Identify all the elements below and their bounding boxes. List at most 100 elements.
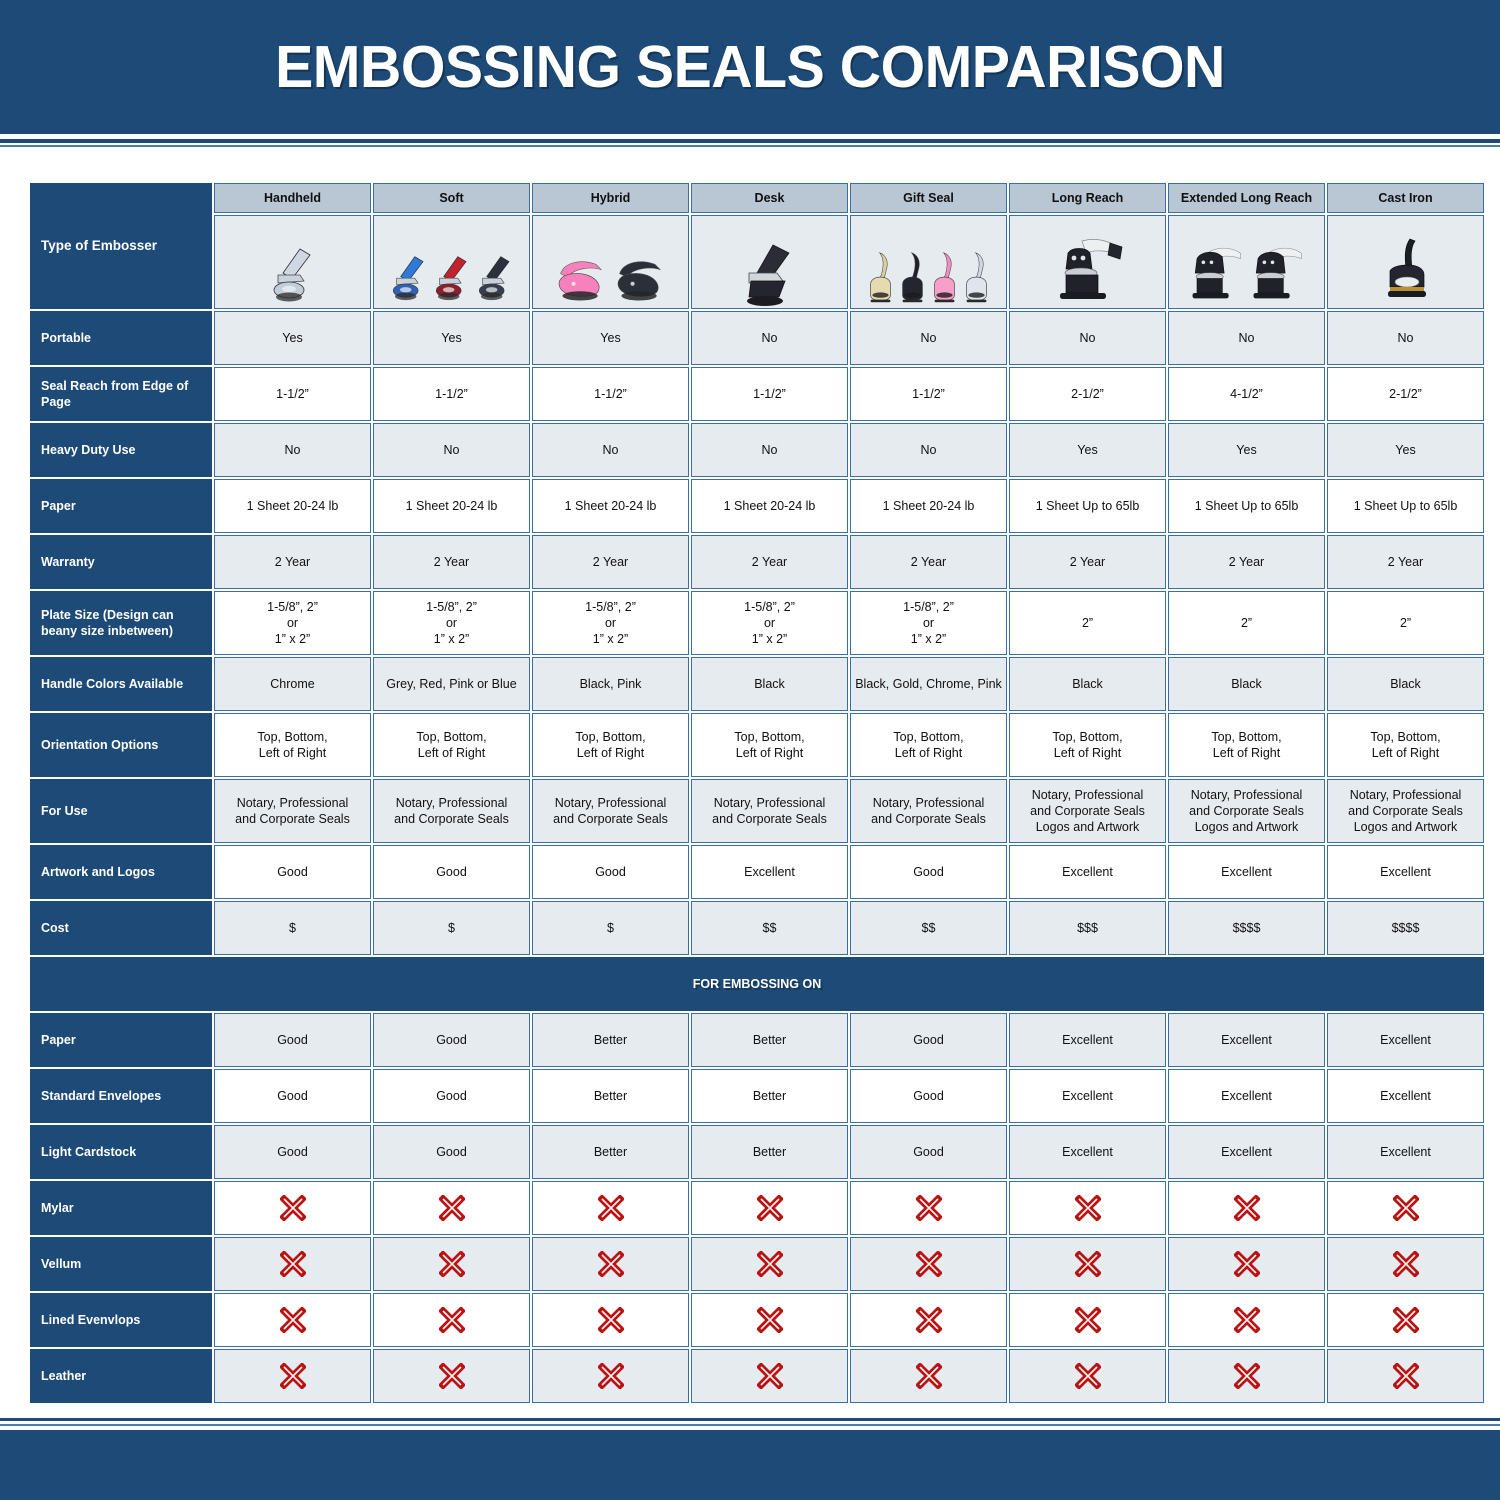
row-label-paper: Paper — [30, 1013, 212, 1067]
red-x-icon — [756, 1307, 783, 1333]
table-cell: No — [532, 423, 689, 477]
table-cell: 1 Sheet Up to 65lb — [1168, 479, 1325, 533]
table-cell: Notary, Professional and Corporate Seals — [691, 779, 848, 843]
table-cell: 2-1/2” — [1009, 367, 1166, 421]
table-header-row: Type of Embosser Handheld Soft Hybrid Desk Gi… — [30, 183, 1484, 309]
table-cell: Good — [850, 845, 1007, 899]
column-header-gift-seal[interactable]: Gift Seal — [850, 183, 1007, 213]
red-x-icon — [1233, 1251, 1260, 1277]
table-cell: 1 Sheet 20-24 lb — [532, 479, 689, 533]
table-cell: No — [1009, 311, 1166, 365]
table-cell: 1 Sheet 20-24 lb — [691, 479, 848, 533]
table-cell: Grey, Red, Pink or Blue — [373, 657, 530, 711]
table-cell: No — [850, 311, 1007, 365]
column-header-soft[interactable]: Soft — [373, 183, 530, 213]
table-cell: Excellent — [1327, 1013, 1484, 1067]
table-cell: No — [691, 311, 848, 365]
table-cell — [1009, 1237, 1166, 1291]
red-x-icon — [915, 1307, 942, 1333]
row-label-leather: Leather — [30, 1349, 212, 1403]
table-cell: 1-5/8”, 2” or 1” x 2” — [532, 591, 689, 655]
table-cell: 1 Sheet 20-24 lb — [850, 479, 1007, 533]
table-cell: $ — [373, 901, 530, 955]
table-cell: No — [691, 423, 848, 477]
table-cell: Good — [850, 1125, 1007, 1179]
gift-seal-embosser-icon — [850, 215, 1007, 309]
row-label-type-of-embosser: Type of Embosser — [30, 183, 212, 309]
table-cell: $$ — [691, 901, 848, 955]
table-cell: 1-1/2” — [373, 367, 530, 421]
table-cell: Excellent — [1168, 845, 1325, 899]
table-cell: 1-5/8”, 2” or 1” x 2” — [373, 591, 530, 655]
table-cell: Notary, Professional and Corporate Seals — [214, 779, 371, 843]
table-cell: 2 Year — [1009, 535, 1166, 589]
table-cell: 2” — [1168, 591, 1325, 655]
table-row: Portable Yes Yes Yes No No No No No — [30, 311, 1484, 365]
table-row: Paper Good Good Better Better Good Excellent Ex… — [30, 1013, 1484, 1067]
table-cell: Better — [691, 1125, 848, 1179]
row-label-handle-colors-available: Handle Colors Available — [30, 657, 212, 711]
handheld-embosser-icon — [214, 215, 371, 309]
header-divider-thick — [0, 139, 1500, 143]
table-cell: No — [214, 423, 371, 477]
table-cell — [1168, 1181, 1325, 1235]
red-x-icon — [438, 1251, 465, 1277]
red-x-icon — [438, 1195, 465, 1221]
red-x-icon — [597, 1195, 624, 1221]
row-label-standard-envelopes: Standard Envelopes — [30, 1069, 212, 1123]
table-cell — [373, 1349, 530, 1403]
red-x-icon — [438, 1307, 465, 1333]
column-header-extended-long-reach[interactable]: Extended Long Reach — [1168, 183, 1325, 213]
table-row: Mylar — [30, 1181, 1484, 1235]
table-row: Leather — [30, 1349, 1484, 1403]
table-cell — [1168, 1293, 1325, 1347]
table-cell: Notary, Professional and Corporate Seals L… — [1009, 779, 1166, 843]
table-cell — [1168, 1237, 1325, 1291]
table-row: Cost $ $ $ $$ $$ $$$ $$$$ $$$$ — [30, 901, 1484, 955]
table-cell: 1-1/2” — [214, 367, 371, 421]
section-banner-row: FOR EMBOSSING ON — [30, 957, 1484, 1011]
table-cell: Excellent — [1168, 1069, 1325, 1123]
red-x-icon — [1392, 1251, 1419, 1277]
table-cell — [691, 1237, 848, 1291]
table-cell: Black, Gold, Chrome, Pink — [850, 657, 1007, 711]
column-header-hybrid[interactable]: Hybrid — [532, 183, 689, 213]
table-product-image-row — [30, 215, 1484, 309]
table-cell: Good — [373, 845, 530, 899]
table-row: Handle Colors Available Chrome Grey, Red, … — [30, 657, 1484, 711]
table-cell: Yes — [532, 311, 689, 365]
table-cell: Black — [1327, 657, 1484, 711]
table-cell — [532, 1293, 689, 1347]
row-label-vellum: Vellum — [30, 1237, 212, 1291]
table-cell: Excellent — [1168, 1125, 1325, 1179]
column-header-cast-iron[interactable]: Cast Iron — [1327, 183, 1484, 213]
column-header-handheld[interactable]: Handheld — [214, 183, 371, 213]
table-cell: 1 Sheet 20-24 lb — [373, 479, 530, 533]
table-cell: Yes — [1168, 423, 1325, 477]
extended-long-reach-embosser-icon — [1168, 215, 1325, 309]
column-header-long-reach[interactable]: Long Reach — [1009, 183, 1166, 213]
table-cell — [1009, 1181, 1166, 1235]
table-cell: No — [1327, 311, 1484, 365]
table-row: Artwork and Logos Good Good Good Excellent Go… — [30, 845, 1484, 899]
red-x-icon — [279, 1195, 306, 1221]
table-cell: 4-1/2” — [1168, 367, 1325, 421]
column-header-desk[interactable]: Desk — [691, 183, 848, 213]
table-cell — [214, 1237, 371, 1291]
table-cell: Yes — [1009, 423, 1166, 477]
table-row: Vellum — [30, 1237, 1484, 1291]
table-cell: Excellent — [1009, 1125, 1166, 1179]
table-cell — [850, 1181, 1007, 1235]
table-cell: Good — [373, 1125, 530, 1179]
red-x-icon — [1233, 1307, 1260, 1333]
table-cell — [1327, 1349, 1484, 1403]
table-cell — [1327, 1237, 1484, 1291]
table-cell — [373, 1237, 530, 1291]
red-x-icon — [279, 1251, 306, 1277]
table-cell: Excellent — [1327, 1069, 1484, 1123]
table-cell: Top, Bottom, Left of Right — [532, 713, 689, 777]
page-header-banner: EMBOSSING SEALS COMPARISON — [0, 0, 1500, 134]
table-cell: 2 Year — [850, 535, 1007, 589]
red-x-icon — [597, 1307, 624, 1333]
row-label-heavy-duty-use: Heavy Duty Use — [30, 423, 212, 477]
